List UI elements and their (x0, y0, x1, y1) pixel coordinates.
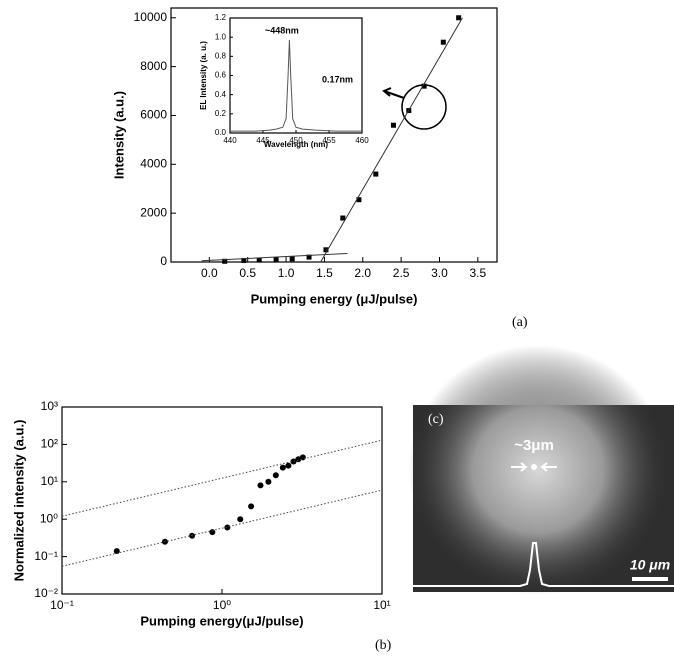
fit-line (61, 489, 383, 567)
y-tick-label: 0.6 (215, 71, 227, 80)
y-tick-label: 10⁰ (40, 511, 58, 525)
point (241, 258, 247, 264)
x-tick-label: 450 (289, 136, 303, 145)
x-tick-label: 10⁰ (213, 598, 231, 612)
y-tick-label: 10⁻¹ (34, 549, 58, 563)
point (113, 548, 120, 555)
point (273, 257, 279, 263)
y-tick-label: 6000 (140, 108, 167, 122)
point (340, 215, 346, 221)
y-tick-label: 2000 (140, 205, 167, 219)
y-tick-label: 0.0 (215, 128, 227, 137)
y-axis-label: Normalized intensity (a.u.) (11, 420, 26, 582)
fit-line (61, 439, 383, 517)
x-tick-label: 440 (223, 136, 237, 145)
spectrum-line (230, 40, 362, 132)
fit-line (320, 17, 463, 263)
point (209, 529, 216, 536)
plot-frame (170, 7, 498, 263)
y-tick-label: 10³ (41, 399, 58, 413)
point (224, 524, 231, 531)
x-tick-label: 0.0 (201, 266, 218, 280)
y-tick-label: 0.8 (215, 51, 227, 60)
x-tick-label: 455 (322, 136, 336, 145)
point (279, 464, 286, 471)
y-axis-label: Intensity (a.u.) (111, 91, 126, 179)
point (248, 503, 255, 510)
x-axis-label: Pumping energy(μJ/pulse) (140, 613, 303, 628)
x-tick-label: 1.0 (278, 266, 295, 280)
point (265, 478, 272, 485)
x-tick-label: 445 (256, 136, 270, 145)
y-tick-label: 0.4 (215, 90, 227, 99)
y-tick-label: 10000 (134, 10, 168, 24)
x-tick-label: 2.0 (354, 266, 371, 280)
point (306, 254, 312, 260)
annotation: ~448nm (265, 25, 299, 35)
y-axis-label: EL Intensity (a. u.) (199, 41, 208, 110)
y-tick-label: 0.2 (215, 109, 227, 118)
y-tick-label: 1.0 (215, 32, 227, 41)
y-tick-label: 0 (160, 254, 167, 268)
scale-label: 10 μm (630, 557, 670, 573)
point (323, 247, 329, 253)
x-tick-label: 2.5 (393, 266, 410, 280)
plot-frame (229, 17, 363, 134)
glow (408, 345, 668, 595)
highlight-circle (401, 84, 447, 130)
y-tick-label: 10⁻² (34, 586, 58, 600)
panel-label: (b) (375, 638, 392, 653)
x-tick-label: 10¹ (373, 598, 390, 612)
point (440, 39, 446, 45)
point (373, 171, 379, 177)
point (290, 458, 297, 465)
panel-label: (a) (512, 315, 528, 330)
annotation: ~3μm (514, 437, 554, 454)
annotation: 0.17nm (322, 74, 353, 84)
point (257, 482, 264, 489)
x-tick-label: 10⁻¹ (50, 598, 74, 612)
point (237, 516, 244, 523)
point (285, 462, 292, 469)
point (295, 456, 302, 463)
point (456, 15, 462, 21)
spot-arrows (511, 462, 557, 472)
x-tick-label: 3.0 (431, 266, 448, 280)
x-axis-label: Wavelength (nm) (264, 140, 328, 149)
x-tick-label: 1.5 (316, 266, 333, 280)
x-tick-label: 3.5 (469, 266, 486, 280)
x-tick-label: 460 (355, 136, 369, 145)
profile (413, 542, 674, 587)
plot-frame (61, 406, 383, 595)
y-tick-label: 10² (41, 437, 58, 451)
y-tick-label: 1.2 (215, 13, 227, 22)
x-tick-label: 0.5 (239, 266, 256, 280)
point (421, 83, 427, 89)
y-tick-label: 8000 (140, 59, 167, 73)
y-tick-label: 4000 (140, 156, 167, 170)
spot (531, 464, 537, 470)
y-tick-label: 10¹ (41, 474, 58, 488)
panel-label: (c) (428, 412, 444, 427)
point (356, 197, 362, 203)
point (289, 256, 295, 262)
point (256, 257, 262, 263)
point (390, 122, 396, 128)
image-panel: (c) ~3μm 10 μm (408, 345, 674, 595)
fit-line (201, 252, 348, 262)
scale-bar (632, 577, 668, 581)
x-axis-label: Pumping energy (μJ/pulse) (251, 291, 418, 306)
point (222, 258, 228, 264)
pointer-arrow (382, 87, 405, 99)
point (272, 472, 279, 479)
